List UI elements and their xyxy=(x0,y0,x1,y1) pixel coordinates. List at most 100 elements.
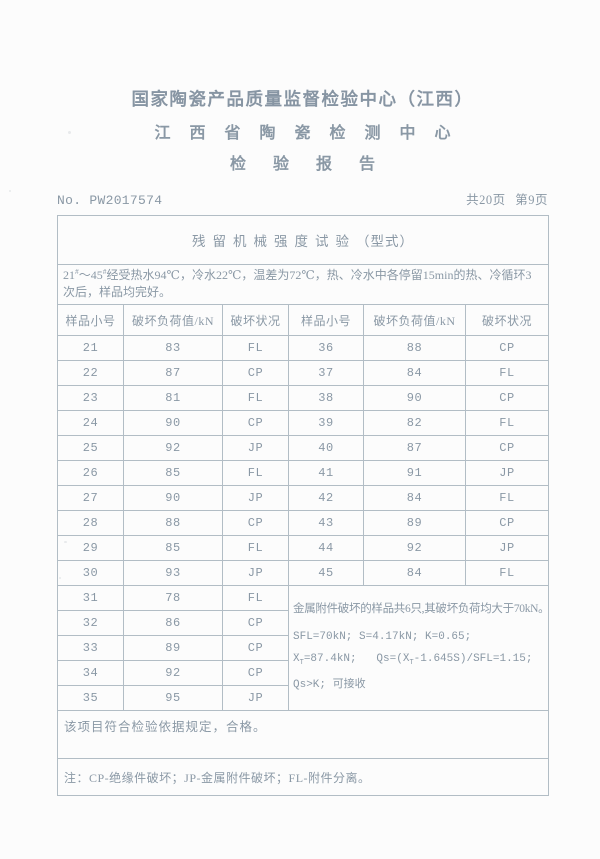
table-header-row: 样品小号 破坏负荷值/kN 破坏状况 样品小号 破坏负荷值/kN 破坏状况 xyxy=(57,304,549,336)
table-cell: FL xyxy=(222,460,289,486)
scan-artifact xyxy=(9,190,11,192)
formula-text: -1.645S)/SFL=1.15; xyxy=(413,653,533,665)
table-cell: 44 xyxy=(288,535,364,561)
table-row: 26 85 FL 41 91 JP xyxy=(57,460,549,486)
table-cell: JP xyxy=(465,535,549,561)
table-cell: 84 xyxy=(363,560,466,586)
table-cell: 86 xyxy=(123,610,223,636)
table-cell: 37 xyxy=(288,360,364,386)
table-cell: 93 xyxy=(123,560,223,586)
conclusion-row: 该项目符合检验依据规定，合格。 xyxy=(57,710,549,759)
table-cell: 90 xyxy=(363,385,466,411)
conclusion: 该项目符合检验依据规定，合格。 xyxy=(57,710,549,759)
condition-text: 经受热水94℃，冷水22℃，温差为72℃，热、冷水中各停留15min的热、冷循环… xyxy=(63,268,532,299)
xbar-symbol: X̄ xyxy=(402,653,410,665)
table-cell: CP xyxy=(465,385,549,411)
table-cell: 29 xyxy=(57,535,124,561)
subscript-t: T xyxy=(409,659,414,665)
table-cell: 39 xyxy=(288,410,364,436)
table-cell: 82 xyxy=(363,410,466,436)
table-caption: 残留机械强度试验（型式） xyxy=(57,215,549,265)
table-row: 31 78 FL 金属附件破坏的样品共6只,其破坏负荷均大于70kN。 SFL=70… xyxy=(57,585,549,711)
table-cell: 35 xyxy=(57,685,124,711)
scan-artifact xyxy=(59,577,61,579)
xbar-symbol: X̄ xyxy=(293,653,300,665)
caption-suffix: （型式） xyxy=(356,234,414,249)
table-cell: CP xyxy=(465,510,549,536)
table-cell: JP xyxy=(222,485,289,511)
table-cell: 84 xyxy=(363,360,466,386)
report-number: No. PW2017574 xyxy=(57,193,163,208)
table-cell: 36 xyxy=(288,335,364,361)
table-cell: 89 xyxy=(363,510,466,536)
condition-row: 21#～45#经受热水94℃，冷水22℃，温差为72℃，热、冷水中各停留15mi… xyxy=(57,264,549,305)
table-cell: 95 xyxy=(123,685,223,711)
results-tbody: 残留机械强度试验（型式） 21#～45#经受热水94℃，冷水22℃，温差为72℃… xyxy=(57,215,549,796)
table-cell: FL xyxy=(222,585,289,611)
table-cell: 34 xyxy=(57,660,124,686)
scan-artifact xyxy=(68,131,71,134)
table-cell: 21 xyxy=(57,335,124,361)
table-cell: 92 xyxy=(123,660,223,686)
condition-text: ～45 xyxy=(78,268,103,282)
table-cell: 42 xyxy=(288,485,364,511)
table-cell: 33 xyxy=(57,635,124,661)
column-header: 样品小号 xyxy=(288,304,364,336)
table-cell: 88 xyxy=(123,510,223,536)
table-cell: FL xyxy=(222,385,289,411)
table-cell: 43 xyxy=(288,510,364,536)
table-cell: 25 xyxy=(57,435,124,461)
table-cell: 90 xyxy=(123,485,223,511)
analysis-statement: 金属附件破坏的样品共6只,其破坏负荷均大于70kN。 xyxy=(293,603,544,615)
page-indicator: 共20页 第9页 xyxy=(466,193,548,207)
table-cell: 85 xyxy=(123,535,223,561)
table-cell: 24 xyxy=(57,410,124,436)
condition-text: 21 xyxy=(63,268,75,282)
table-cell: CP xyxy=(465,435,549,461)
table-cell: 81 xyxy=(123,385,223,411)
table-row: 28 88 CP 43 89 CP xyxy=(57,510,549,536)
column-header: 破坏负荷值/kN xyxy=(363,304,466,336)
table-row: 22 87 CP 37 84 FL xyxy=(57,360,549,386)
table-cell: 41 xyxy=(288,460,364,486)
table-row: 24 90 CP 39 82 FL xyxy=(57,410,549,436)
table-cell: 45 xyxy=(288,560,364,586)
table-cell: FL xyxy=(465,485,549,511)
table-cell: FL xyxy=(222,535,289,561)
table-cell: 31 xyxy=(57,585,124,611)
table-cell: CP xyxy=(222,510,289,536)
table-cell: 23 xyxy=(57,385,124,411)
table-cell: 87 xyxy=(363,435,466,461)
table-cell: 28 xyxy=(57,510,124,536)
table-row: 33 89 CP xyxy=(57,635,549,661)
table-cell: 92 xyxy=(123,435,223,461)
table-cell: 87 xyxy=(123,360,223,386)
analysis-result: Qs>K; 可接收 xyxy=(293,679,366,691)
report-content: 国家陶瓷产品质量监督检验中心（江西） 江西省陶瓷检测中心 检验报告 No. PW… xyxy=(57,86,549,796)
analysis-block: 金属附件破坏的样品共6只,其破坏负荷均大于70kN。 SFL=70kN; S=4… xyxy=(293,600,544,691)
center-title: 江西省陶瓷检测中心 xyxy=(154,125,470,142)
analysis-formula-2: X̄T=87.4kN; Qs=(X̄T-1.645S)/SFL=1.15; xyxy=(293,653,544,665)
table-cell: 26 xyxy=(57,460,124,486)
hash-superscript: # xyxy=(75,267,79,276)
table-cell: CP xyxy=(222,610,289,636)
table-cell: FL xyxy=(465,560,549,586)
column-header: 样品小号 xyxy=(57,304,124,336)
formula-text: =87.4kN; Qs=( xyxy=(303,653,403,665)
table-cell: CP xyxy=(465,335,549,361)
table-cell: 40 xyxy=(288,435,364,461)
table-cell: 84 xyxy=(363,485,466,511)
table-cell: 90 xyxy=(123,410,223,436)
table-cell: 27 xyxy=(57,485,124,511)
test-condition: 21#～45#经受热水94℃，冷水22℃，温差为72℃，热、冷水中各停留15mi… xyxy=(57,264,549,305)
table-row: 27 90 JP 42 84 FL xyxy=(57,485,549,511)
table-cell: 32 xyxy=(57,610,124,636)
org-title: 国家陶瓷产品质量监督检验中心（江西） xyxy=(131,89,474,109)
report-title: 检验报告 xyxy=(229,156,402,173)
table-cell: 78 xyxy=(123,585,223,611)
table-row: 35 95 JP xyxy=(57,685,549,711)
table-row: 29 85 FL 44 92 JP xyxy=(57,535,549,561)
table-cell: 92 xyxy=(363,535,466,561)
table-cell: 38 xyxy=(288,385,364,411)
note: 注：CP-绝缘件破坏；JP-金属附件破坏；FL-附件分离。 xyxy=(57,758,549,796)
